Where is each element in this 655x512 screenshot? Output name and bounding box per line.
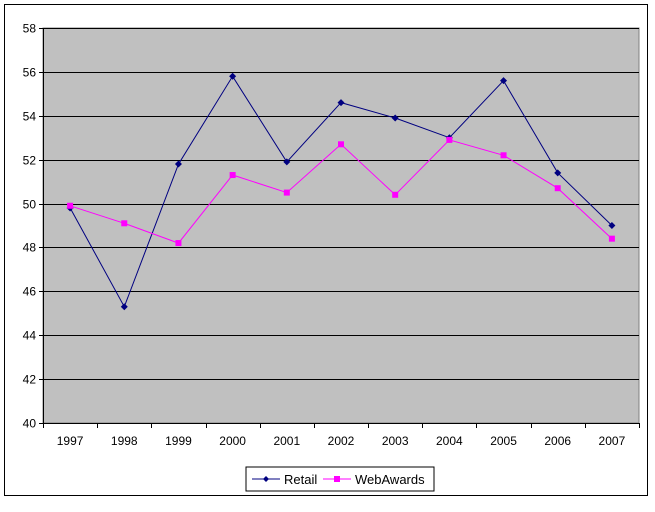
legend-label-retail: Retail	[284, 472, 317, 487]
legend-marker-retail	[263, 476, 269, 482]
data-point-webawards	[67, 202, 74, 209]
x-tick-labels: 1997 1998 1999 2000 2001 2002 2003 2004 2005 2006…	[57, 434, 626, 448]
x-tick-label: 1999	[165, 434, 192, 448]
gridlines	[43, 28, 639, 380]
data-point-retail	[120, 303, 128, 311]
y-tick-label: 58	[23, 22, 37, 36]
y-tick-label: 46	[23, 285, 37, 299]
x-tick-label: 1998	[111, 434, 138, 448]
data-point-webawards	[392, 191, 399, 198]
data-point-webawards	[175, 240, 182, 247]
data-point-webawards	[446, 136, 453, 143]
data-point-webawards	[554, 185, 561, 192]
data-point-retail	[608, 222, 616, 229]
y-tick-label: 48	[23, 241, 37, 255]
legend-marker-webawards	[334, 476, 340, 482]
series-layer	[66, 72, 616, 311]
y-tick-labels: 40 42 44 46 48 50 52 54 56 58	[23, 22, 37, 431]
data-point-retail	[174, 160, 182, 168]
y-tick-label: 44	[23, 329, 37, 343]
y-tick-label: 50	[23, 198, 37, 212]
data-point-retail	[391, 114, 399, 122]
x-tick-label: 2001	[273, 434, 300, 448]
y-tick-label: 40	[23, 417, 37, 431]
data-point-retail	[229, 72, 237, 80]
data-point-webawards	[338, 141, 344, 148]
data-point-webawards	[121, 220, 128, 227]
plot-area	[42, 27, 640, 424]
data-point-webawards	[500, 152, 507, 159]
x-tick-label: 2002	[328, 434, 355, 448]
data-point-webawards	[283, 189, 290, 196]
x-tick-label: 2000	[219, 434, 246, 448]
legend-label-webawards: WebAwards	[355, 472, 425, 487]
legend: Retail WebAwards	[245, 466, 435, 492]
x-tick-label: 2005	[490, 434, 517, 448]
data-point-retail	[554, 169, 562, 177]
data-point-retail	[500, 77, 508, 85]
axes	[39, 28, 640, 428]
y-tick-label: 52	[23, 154, 37, 168]
x-tick-label: 1997	[57, 434, 84, 448]
y-tick-label: 56	[23, 66, 37, 80]
x-tick-label: 2003	[382, 434, 409, 448]
y-tick-label: 42	[23, 373, 37, 387]
x-tick-label: 2006	[544, 434, 571, 448]
data-point-retail	[283, 158, 291, 166]
y-tick-label: 54	[23, 110, 37, 124]
x-tick-label: 2004	[436, 434, 463, 448]
data-point-webawards	[229, 172, 236, 179]
data-point-webawards	[608, 235, 615, 242]
data-point-retail	[337, 99, 345, 107]
x-tick-label: 2007	[599, 434, 626, 448]
